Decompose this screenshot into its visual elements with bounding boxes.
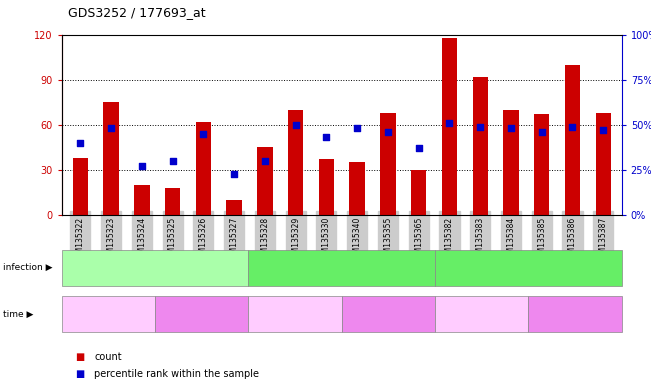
Point xyxy=(598,127,609,133)
Text: ■: ■ xyxy=(75,352,84,362)
Text: percentile rank within the sample: percentile rank within the sample xyxy=(94,369,259,379)
Text: Escherichia coli OP50: Escherichia coli OP50 xyxy=(107,263,204,272)
Point xyxy=(167,158,178,164)
Point xyxy=(413,145,424,151)
Text: 4 h: 4 h xyxy=(101,309,117,319)
Bar xyxy=(350,162,365,215)
Point xyxy=(75,140,85,146)
Bar xyxy=(257,147,273,215)
Bar xyxy=(165,188,180,215)
Point xyxy=(260,158,270,164)
Bar xyxy=(565,65,580,215)
Text: 4 h: 4 h xyxy=(287,309,303,319)
Text: count: count xyxy=(94,352,122,362)
Point xyxy=(290,122,301,128)
Bar xyxy=(473,77,488,215)
Point xyxy=(536,129,547,135)
Text: ■: ■ xyxy=(75,369,84,379)
Bar xyxy=(134,185,150,215)
Point xyxy=(444,120,454,126)
Text: Pseudomonas aeruginosa PA14: Pseudomonas aeruginosa PA14 xyxy=(458,263,599,272)
Point xyxy=(137,163,147,169)
Text: GDS3252 / 177693_at: GDS3252 / 177693_at xyxy=(68,6,206,19)
Bar xyxy=(319,159,334,215)
Point xyxy=(198,131,208,137)
Bar xyxy=(596,113,611,215)
Point xyxy=(352,125,363,131)
Point xyxy=(229,170,240,177)
Text: Pseudomonas aeruginosa PA14
mutant gacA: Pseudomonas aeruginosa PA14 mutant gacA xyxy=(271,258,412,278)
Text: 8 h: 8 h xyxy=(381,309,396,319)
Bar xyxy=(442,38,457,215)
Text: time ▶: time ▶ xyxy=(3,310,34,318)
Point xyxy=(106,125,117,131)
Point xyxy=(383,129,393,135)
Bar xyxy=(411,170,426,215)
Bar xyxy=(104,102,118,215)
Point xyxy=(321,134,331,141)
Text: infection ▶: infection ▶ xyxy=(3,263,53,272)
Bar xyxy=(227,200,242,215)
Text: 8 h: 8 h xyxy=(194,309,210,319)
Text: 4 h: 4 h xyxy=(474,309,490,319)
Point xyxy=(506,125,516,131)
Bar xyxy=(503,110,519,215)
Point xyxy=(475,124,486,130)
Bar xyxy=(380,113,396,215)
Bar xyxy=(196,122,211,215)
Bar xyxy=(288,110,303,215)
Text: 8 h: 8 h xyxy=(567,309,583,319)
Bar xyxy=(73,158,88,215)
Bar xyxy=(534,114,549,215)
Point xyxy=(567,124,577,130)
